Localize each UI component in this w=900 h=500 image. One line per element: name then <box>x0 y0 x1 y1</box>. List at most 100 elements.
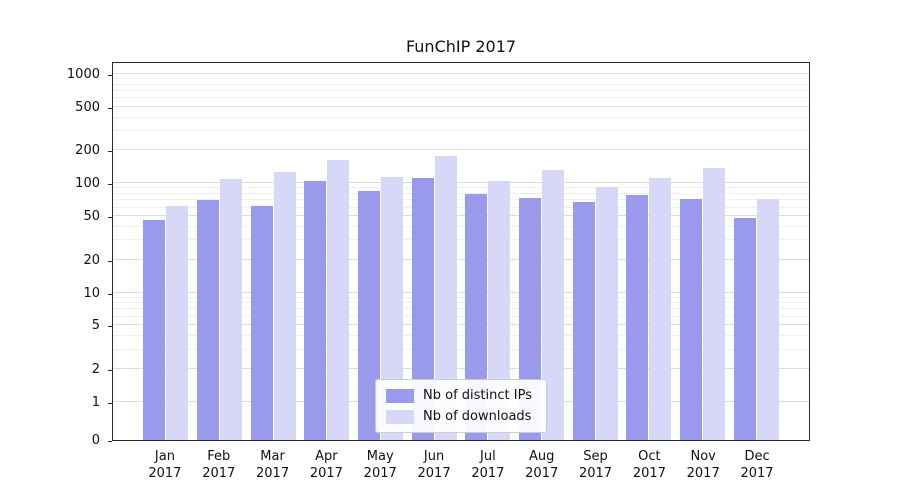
bar-distinct-ips-jun <box>411 178 434 440</box>
bar-downloads-mar <box>273 171 296 440</box>
minor-gridline <box>113 187 809 189</box>
bar-downloads-nov <box>703 168 726 440</box>
x-tick-year: 2017 <box>148 466 182 481</box>
bar-layer <box>113 63 809 440</box>
x-tick-year: 2017 <box>471 466 505 481</box>
y-tick-label: 5 <box>91 318 100 334</box>
x-tick-label-jun: Jun 2017 <box>407 448 461 482</box>
major-gridline <box>113 258 809 260</box>
legend-row: Nb of downloads <box>386 409 532 424</box>
x-tick-label-jul: Jul 2017 <box>461 448 515 482</box>
bar-distinct-ips-apr <box>304 181 327 440</box>
bar-group-oct <box>622 63 676 440</box>
x-tick-label-apr: Apr 2017 <box>299 448 353 482</box>
y-tick-mark <box>108 107 112 109</box>
bar-distinct-ips-mar <box>250 206 273 440</box>
x-tick-label-aug: Aug 2017 <box>515 448 569 482</box>
y-tick-mark <box>108 75 112 77</box>
y-tick-label: 100 <box>75 176 100 192</box>
major-gridline <box>113 106 809 107</box>
legend-row: Nb of distinct IPs <box>386 388 532 403</box>
minor-gridline <box>113 206 809 208</box>
x-tick-month: Dec <box>744 449 770 464</box>
y-tick-label: 500 <box>75 99 100 115</box>
legend-label: Nb of distinct IPs <box>423 388 532 403</box>
y-tick-mark <box>108 151 112 153</box>
major-gridline <box>113 215 809 217</box>
y-tick-label: 1 <box>91 394 100 410</box>
y-tick-mark <box>108 260 112 262</box>
bar-distinct-ips-sep <box>572 201 595 440</box>
chart-title: FunChIP 2017 <box>405 37 517 56</box>
minor-gridline <box>113 239 809 241</box>
x-tick-year: 2017 <box>202 466 236 481</box>
bar-downloads-oct <box>649 177 672 440</box>
y-tick-label: 1000 <box>66 67 100 83</box>
plot-area: Nb of distinct IPs Nb of downloads <box>112 62 810 441</box>
bar-group-may <box>354 63 408 440</box>
x-tick-label-mar: Mar 2017 <box>246 448 300 482</box>
major-gridline <box>113 73 809 75</box>
x-tick-label-feb: Feb 2017 <box>192 448 246 482</box>
y-tick-label: 20 <box>83 252 100 268</box>
y-tick-mark <box>108 293 112 295</box>
x-tick-year: 2017 <box>686 466 720 481</box>
y-tick-mark <box>108 217 112 219</box>
bar-group-dec <box>729 63 783 440</box>
x-tick-month: May <box>366 449 394 464</box>
bar-downloads-feb <box>220 178 242 440</box>
y-tick-mark <box>108 402 112 404</box>
bar-downloads-sep <box>595 187 618 440</box>
x-tick-month: Jul <box>480 449 496 464</box>
bar-downloads-jan <box>166 206 189 440</box>
y-tick-mark <box>108 326 112 328</box>
minor-gridline <box>113 308 809 310</box>
y-tick-mark <box>108 441 112 442</box>
minor-gridline <box>113 348 809 350</box>
bar-distinct-ips-nov <box>680 198 703 440</box>
bar-group-feb <box>193 63 247 440</box>
x-tick-year: 2017 <box>525 466 559 481</box>
minor-gridline <box>113 296 809 298</box>
minor-gridline <box>113 130 809 132</box>
major-gridline <box>113 149 809 151</box>
bar-group-jun <box>407 63 461 440</box>
bar-group-jan <box>139 63 193 440</box>
bar-distinct-ips-may <box>358 191 381 440</box>
x-tick-year: 2017 <box>740 466 774 481</box>
bar-distinct-ips-feb <box>197 199 219 440</box>
minor-gridline <box>113 199 809 201</box>
x-tick-year: 2017 <box>256 466 290 481</box>
y-tick-label: 2 <box>91 361 100 377</box>
bar-downloads-jul <box>488 181 511 440</box>
x-tick-month: Oct <box>638 449 661 464</box>
y-tick-label: 0 <box>91 433 100 448</box>
minor-gridline <box>113 315 809 317</box>
legend: Nb of distinct IPs Nb of downloads <box>375 379 547 433</box>
x-tick-month: Nov <box>690 449 716 464</box>
x-tick-label-oct: Oct 2017 <box>622 448 676 482</box>
x-tick-month: Feb <box>207 449 231 464</box>
x-tick-year: 2017 <box>578 466 613 481</box>
minor-gridline <box>113 335 809 337</box>
minor-gridline <box>113 192 809 194</box>
minor-gridline <box>113 116 809 118</box>
legend-swatch-downloads <box>386 409 415 424</box>
bar-group-jul <box>461 63 515 440</box>
bar-group-mar <box>246 63 300 440</box>
x-tick-year: 2017 <box>417 466 451 481</box>
y-tick-label: 50 <box>83 209 100 225</box>
x-tick-month: Jan <box>154 449 175 464</box>
y-tick-mark <box>108 184 112 186</box>
legend-label: Nb of downloads <box>423 409 532 424</box>
y-tick-label: 200 <box>75 143 100 159</box>
x-tick-month: Sep <box>583 449 608 464</box>
x-tick-label-sep: Sep 2017 <box>569 448 623 482</box>
bar-group-nov <box>676 63 730 440</box>
x-tick-month: Jun <box>423 449 445 464</box>
minor-gridline <box>113 97 809 99</box>
bar-downloads-may <box>381 177 404 440</box>
bar-distinct-ips-dec <box>733 218 756 440</box>
x-tick-year: 2017 <box>632 466 666 481</box>
